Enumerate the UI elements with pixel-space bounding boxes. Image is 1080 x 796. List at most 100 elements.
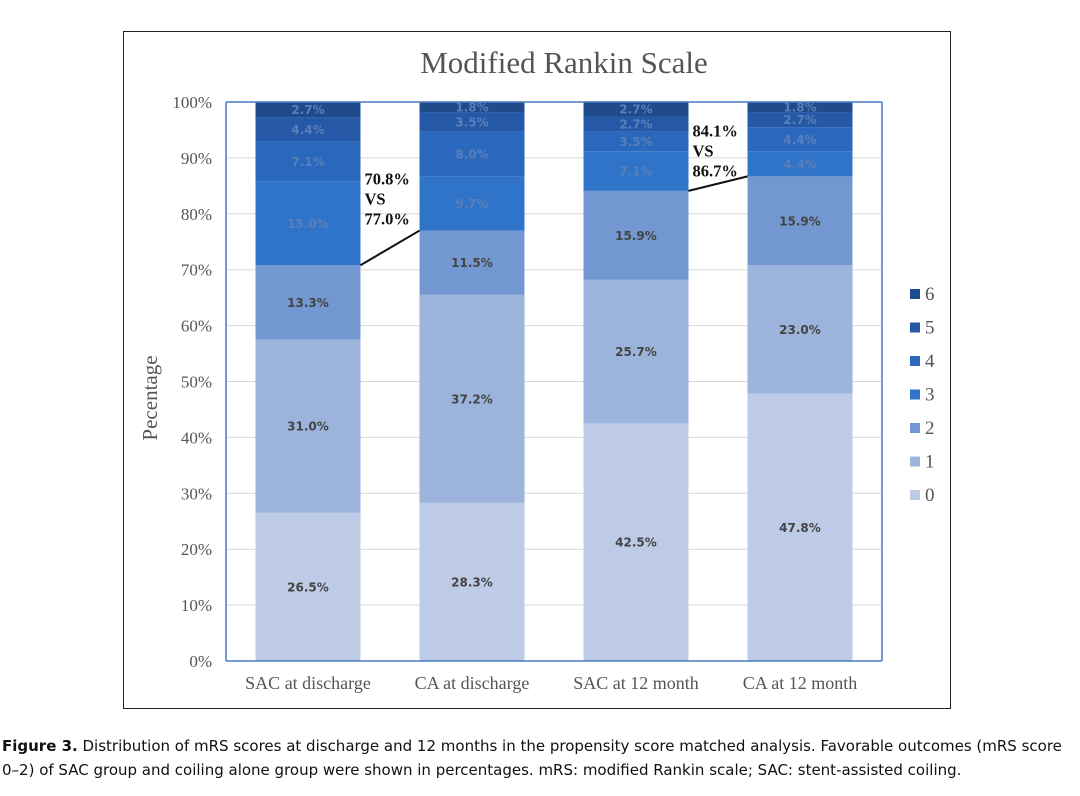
bar-segment-mrs-6 — [419, 102, 525, 113]
bar-segment-mrs-1 — [419, 294, 525, 503]
y-tick-label: 80% — [181, 205, 212, 224]
y-tick-label: 10% — [181, 596, 212, 615]
data-label: 47.8% — [779, 521, 821, 535]
annotation-text: 84.1% — [692, 121, 737, 140]
data-label: 15.0% — [287, 217, 329, 231]
y-tick-label: 30% — [181, 484, 212, 503]
legend-swatch-mrs-0 — [910, 490, 920, 500]
bar-segment-mrs-3 — [255, 181, 361, 266]
legend-swatch-mrs-5 — [910, 322, 920, 333]
annotation-text: 86.7% — [692, 161, 737, 180]
bar-segment-mrs-3 — [419, 176, 525, 231]
legend-swatch-mrs-6 — [910, 289, 920, 299]
bar-segment-mrs-1 — [583, 279, 689, 424]
y-tick-label: 60% — [181, 317, 212, 336]
y-tick-label: 20% — [181, 540, 212, 559]
annotation-text: VS — [692, 141, 713, 160]
data-label: 42.5% — [615, 536, 657, 550]
caption-text: Distribution of mRS scores at discharge … — [2, 737, 1062, 779]
legend-label: 5 — [925, 318, 935, 339]
legend-label: 1 — [925, 452, 935, 473]
bar-segment-mrs-3 — [747, 151, 853, 177]
y-tick-label: 100% — [172, 93, 212, 112]
data-label: 4.4% — [291, 123, 324, 137]
comparison-line — [688, 175, 748, 192]
data-label: 25.7% — [615, 345, 657, 359]
chart-title: Modified Rankin Scale — [420, 45, 708, 80]
annotation-text: 70.8% — [364, 170, 409, 189]
data-label: 4.4% — [783, 133, 816, 147]
y-tick-label: 70% — [181, 261, 212, 280]
legend-swatch-mrs-4 — [910, 356, 920, 366]
legend-swatch-mrs-2 — [910, 423, 920, 433]
bar-segment-mrs-1 — [255, 339, 361, 513]
bar-segment-mrs-2 — [583, 190, 689, 280]
x-tick-label: CA at discharge — [415, 673, 530, 693]
data-labels: 26.5% 28.3% 42.5% 47.8% 31.0% 37.2% 25.7% 23.0%… — [287, 101, 821, 595]
annotation-text: 77.0% — [364, 210, 409, 229]
bar-segment-mrs-0 — [255, 512, 361, 661]
data-label: 7.1% — [291, 155, 324, 169]
bar-segment-mrs-3 — [583, 151, 689, 191]
annotation-text: VS — [364, 190, 385, 209]
data-label: 7.1% — [619, 165, 652, 179]
bars — [255, 101, 853, 661]
legend-swatch-mrs-1 — [910, 456, 920, 467]
bar-segment-mrs-5 — [583, 116, 689, 132]
x-tick-label: SAC at discharge — [245, 673, 371, 693]
legend-label: 4 — [925, 351, 935, 372]
axes: 0% 10% 20% 30% 40% 50% 60% 70% 80% 90% 100% SAC at … — [172, 93, 883, 693]
chart-frame: Modified Rankin Scale Pecentage 26.5% 28.… — [123, 31, 951, 709]
y-tick-label: 90% — [181, 149, 212, 168]
bar-segment-mrs-0 — [419, 502, 525, 661]
legend-label: 3 — [925, 385, 935, 406]
bar-segment-mrs-5 — [255, 117, 361, 142]
bar-segment-mrs-6 — [255, 102, 361, 118]
bar-segment-mrs-6 — [747, 102, 853, 113]
y-tick-label: 50% — [181, 373, 212, 392]
comparison-line — [359, 229, 421, 267]
data-label: 37.2% — [451, 392, 493, 406]
legend-label: 6 — [925, 284, 935, 305]
bar-segment-mrs-2 — [255, 265, 361, 340]
data-label: 13.3% — [287, 296, 329, 310]
bar-segment-mrs-4 — [255, 141, 361, 182]
bar-segment-mrs-0 — [583, 423, 689, 661]
bar-segment-mrs-2 — [419, 230, 525, 295]
data-label: 2.7% — [783, 113, 816, 127]
data-label: 3.5% — [455, 115, 488, 129]
data-label: 31.0% — [287, 420, 329, 434]
legend-label: 0 — [925, 485, 935, 506]
bar-segment-mrs-4 — [419, 131, 525, 177]
data-label: 3.5% — [619, 135, 652, 149]
bar-segment-mrs-5 — [419, 112, 525, 132]
data-label: 2.7% — [619, 118, 652, 132]
data-label: 1.8% — [455, 101, 488, 115]
figure-caption: Figure 3. Distribution of mRS scores at … — [2, 734, 1078, 782]
bar-segment-mrs-4 — [583, 131, 689, 152]
bar-segment-mrs-5 — [747, 112, 853, 128]
data-label: 23.0% — [779, 323, 821, 337]
y-tick-label: 0% — [189, 652, 212, 671]
data-label: 11.5% — [451, 256, 493, 270]
y-tick-label: 40% — [181, 428, 212, 447]
legend-swatch-mrs-3 — [910, 389, 920, 400]
bar-segment-mrs-4 — [747, 127, 853, 152]
data-label: 28.3% — [451, 575, 493, 589]
x-tick-label: CA at 12 month — [743, 673, 858, 693]
data-label: 8.0% — [455, 147, 488, 161]
data-label: 1.8% — [783, 101, 816, 115]
data-label: 26.5% — [287, 580, 329, 594]
bar-segment-mrs-2 — [747, 176, 853, 266]
bar-segment-mrs-6 — [583, 101, 689, 117]
data-label: 2.7% — [291, 103, 324, 117]
legend: 6 5 4 3 2 1 0 — [910, 284, 935, 506]
x-tick-label: SAC at 12 month — [573, 673, 699, 693]
data-label: 2.7% — [619, 102, 652, 116]
data-label: 15.9% — [779, 214, 821, 228]
bar-segment-mrs-0 — [747, 393, 853, 661]
data-label: 9.7% — [455, 197, 488, 211]
caption-label: Figure 3. — [2, 737, 78, 755]
bar-segment-mrs-1 — [747, 265, 853, 394]
